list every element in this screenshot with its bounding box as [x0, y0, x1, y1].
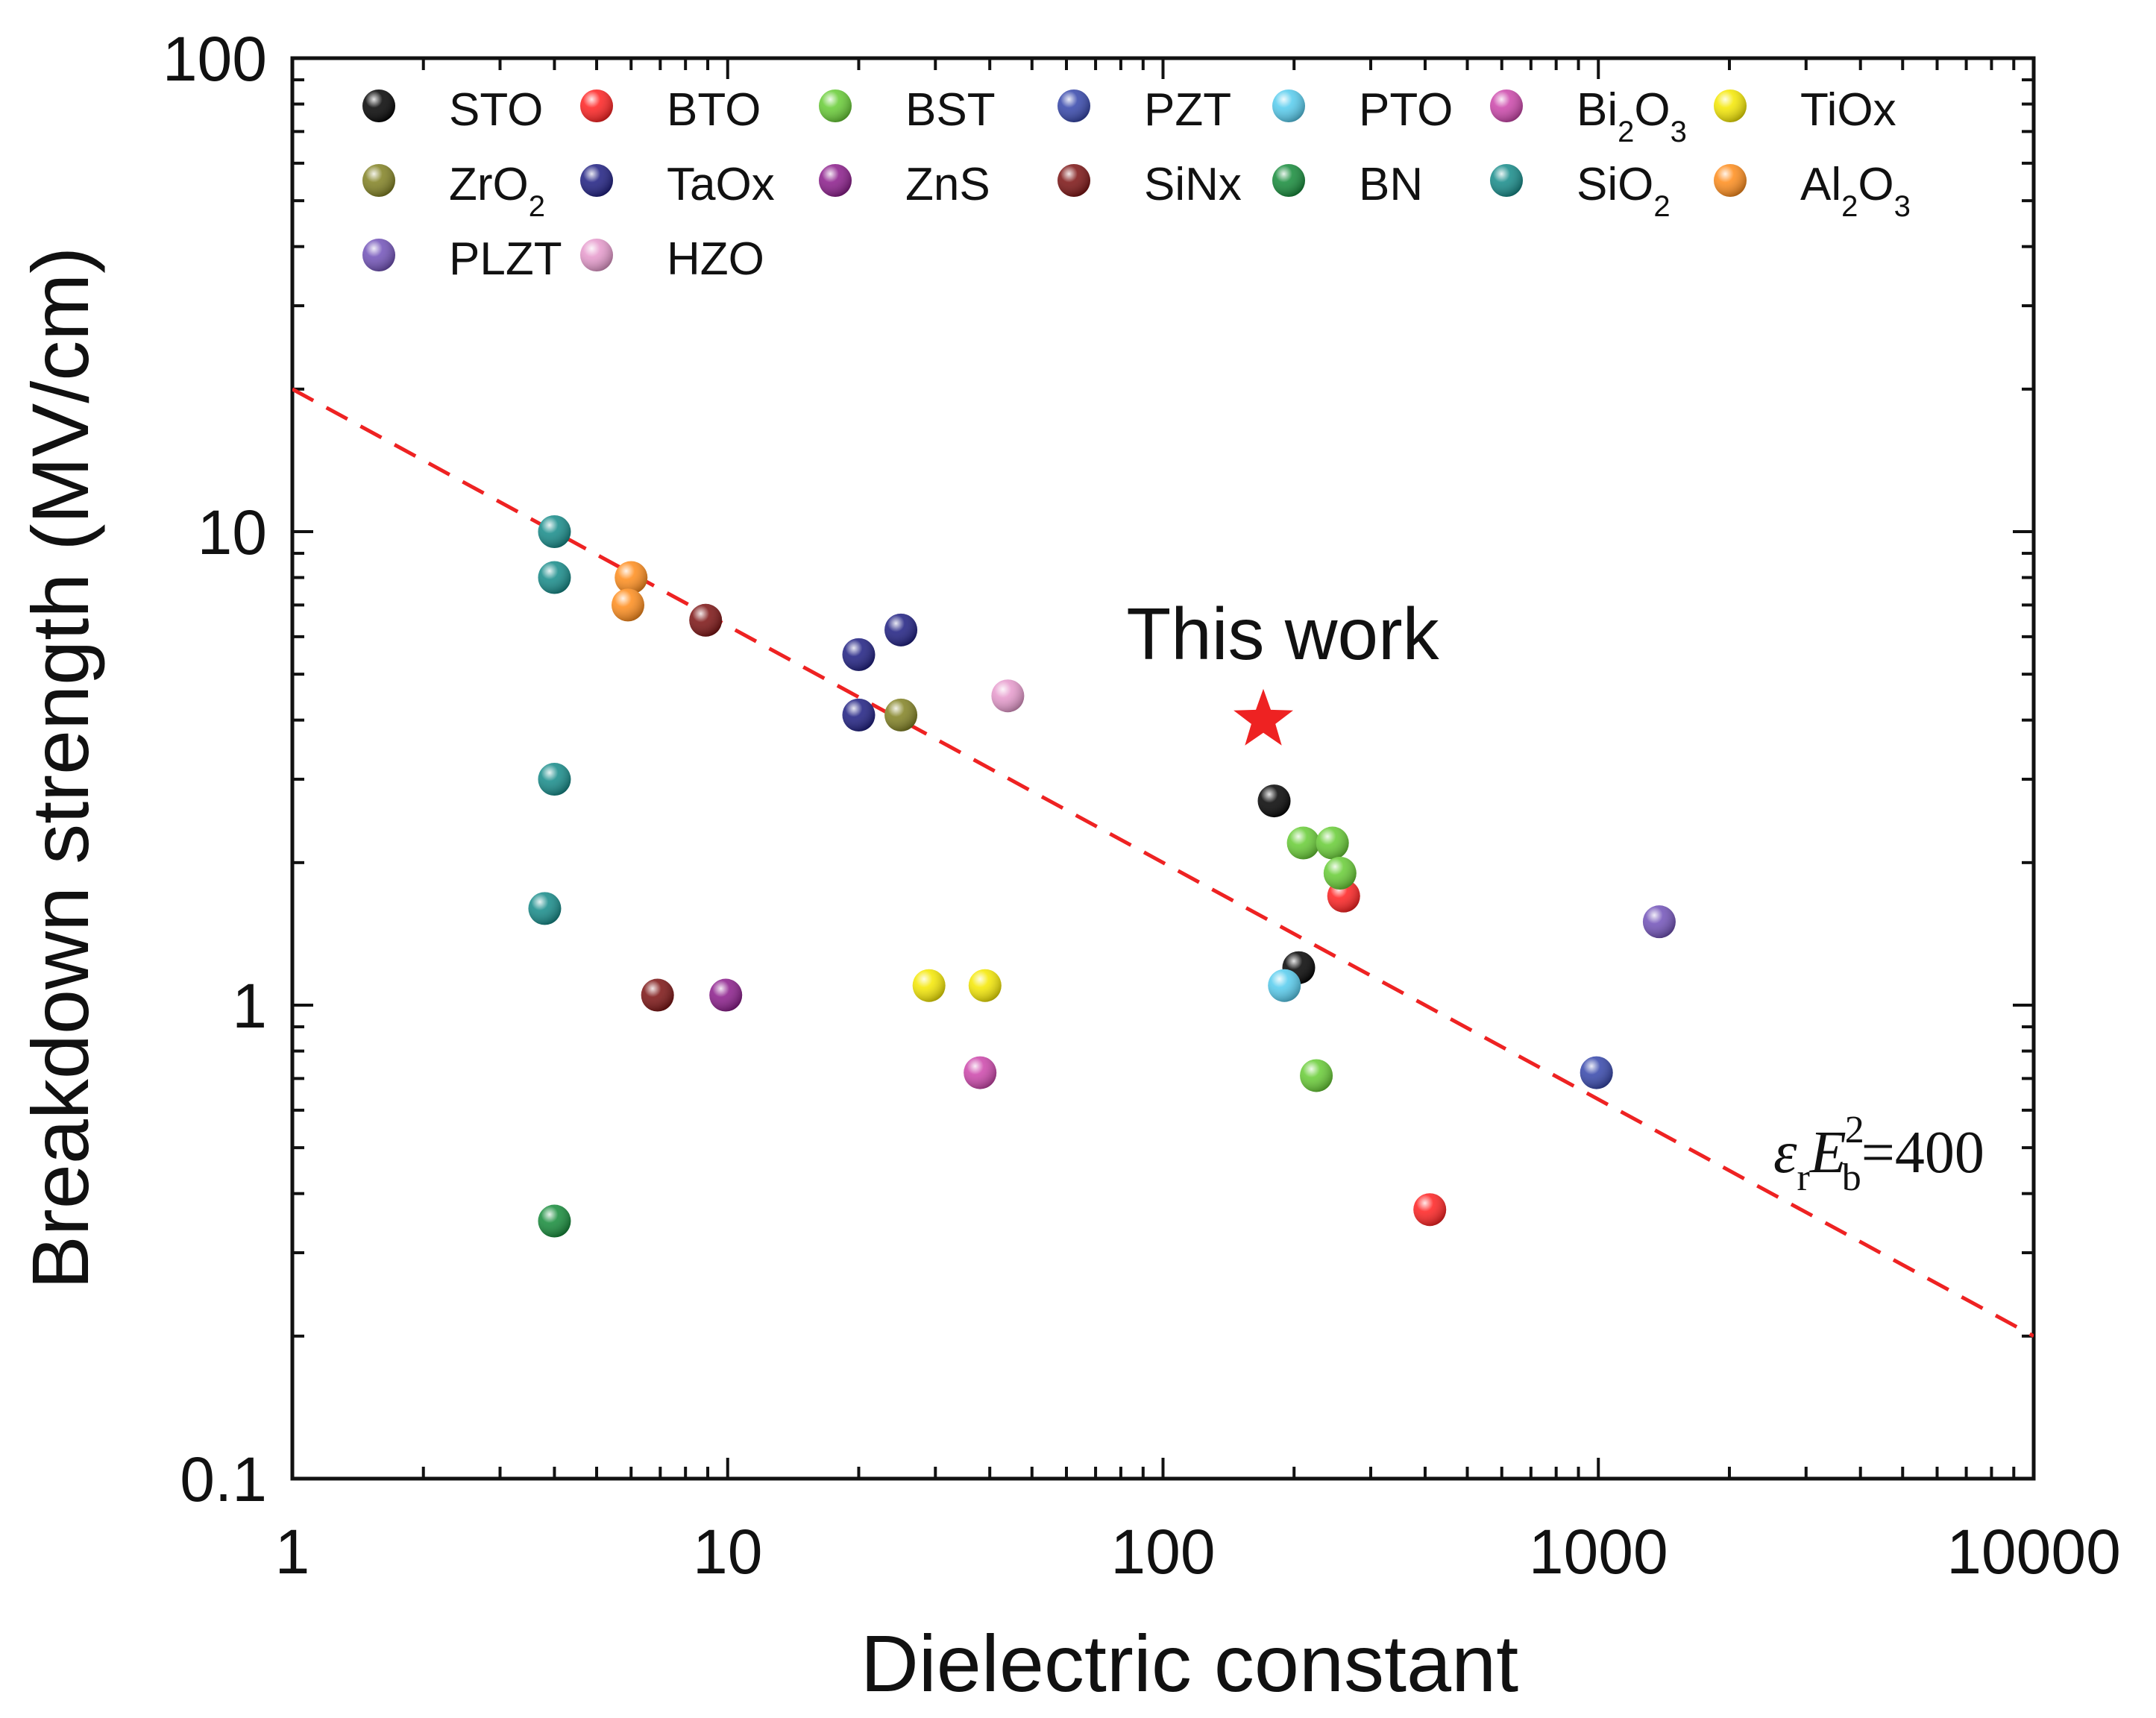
data-point-highlight	[842, 638, 876, 671]
legend-marker-highlight	[1272, 89, 1305, 122]
y-tick-labels: 0.1 1 10 100	[163, 24, 267, 1514]
data-point-highlight	[528, 892, 562, 925]
data-point-highlight	[964, 1056, 997, 1089]
legend-marker-highlight	[1490, 89, 1523, 122]
y-axis-label: Breakdown strength (MV/cm)	[15, 247, 105, 1289]
data-point-highlight	[611, 588, 644, 622]
data-point-highlight	[1323, 856, 1357, 890]
legend-label: Bi2O3	[1577, 84, 1687, 148]
data-point-highlight	[991, 679, 1025, 713]
reference-line	[292, 387, 2034, 1338]
legend-label: TaOx	[667, 159, 775, 210]
data-point-highlight	[538, 515, 571, 548]
data-point-highlight	[1268, 969, 1301, 1002]
legend: STO BTO BST PZT PTO Bi2O3 TiOx ZrO2 TaOx ZnS SiNx B…	[362, 84, 1911, 285]
x-tick-label: 10000	[1946, 1517, 2121, 1587]
data-point-highlight	[538, 1204, 571, 1238]
data-points	[528, 515, 1676, 1238]
legend-marker-highlight	[1057, 164, 1090, 197]
data-point-highlight	[1286, 826, 1320, 860]
data-point-highlight	[884, 613, 918, 646]
data-point-highlight	[641, 978, 674, 1012]
legend-marker-highlight	[580, 89, 613, 122]
data-point-highlight	[689, 603, 723, 637]
data-point-highlight	[884, 698, 918, 731]
axis-ticks	[291, 57, 2035, 1480]
data-point-highlight	[1580, 1056, 1613, 1089]
x-tick-label: 10	[693, 1517, 762, 1587]
y-tick-label: 10	[198, 497, 267, 567]
legend-label: PZT	[1144, 84, 1231, 136]
legend-label: TiOx	[1800, 84, 1896, 136]
legend-label: BN	[1359, 159, 1423, 210]
legend-marker-highlight	[580, 239, 613, 271]
legend-label: PTO	[1359, 84, 1453, 136]
data-point-highlight	[538, 561, 571, 594]
x-tick-labels: 1 10 100 1000 10000	[275, 1517, 2121, 1587]
data-point-highlight	[709, 978, 743, 1012]
legend-label: STO	[449, 84, 543, 136]
legend-marker-highlight	[362, 89, 395, 122]
legend-marker-highlight	[1057, 89, 1090, 122]
this-work-label: This work	[1126, 593, 1439, 675]
legend-label: SiNx	[1144, 159, 1242, 210]
x-tick-label: 1	[275, 1517, 310, 1587]
legend-label: SiO2	[1577, 159, 1671, 223]
y-tick-label: 0.1	[180, 1444, 267, 1514]
data-point-highlight	[842, 698, 876, 731]
legend-label: PLZT	[449, 233, 562, 285]
x-tick-label: 100	[1110, 1517, 1215, 1587]
data-point-highlight	[912, 969, 946, 1002]
legend-label: ZrO2	[449, 159, 545, 223]
this-work-star	[1233, 688, 1293, 746]
legend-label: Al2O3	[1800, 159, 1911, 223]
data-point-highlight	[1257, 784, 1291, 818]
legend-marker-highlight	[362, 239, 395, 271]
legend-label: BTO	[667, 84, 761, 136]
y-tick-label: 100	[163, 24, 267, 94]
data-point-highlight	[1642, 905, 1676, 939]
x-axis-label: Dielectric constant	[861, 1618, 1518, 1708]
data-point-highlight	[615, 561, 648, 594]
legend-marker-highlight	[819, 89, 852, 122]
legend-marker-highlight	[580, 164, 613, 197]
legend-label: ZnS	[905, 159, 990, 210]
reference-line-label: εrE2 b=400	[1773, 1109, 1984, 1199]
legend-label: HZO	[667, 233, 764, 285]
legend-marker-highlight	[1490, 164, 1523, 197]
legend-label: BST	[905, 84, 996, 136]
legend-marker-highlight	[1714, 89, 1747, 122]
data-point-highlight	[968, 969, 1002, 1002]
data-point-highlight	[1413, 1193, 1447, 1227]
data-point-highlight	[1316, 826, 1349, 860]
legend-marker-highlight	[819, 164, 852, 197]
data-point-highlight	[1300, 1059, 1333, 1092]
data-point-highlight	[538, 763, 571, 796]
x-tick-label: 1000	[1529, 1517, 1668, 1587]
legend-marker-highlight	[1272, 164, 1305, 197]
legend-marker-highlight	[1714, 164, 1747, 197]
y-tick-label: 1	[232, 971, 267, 1041]
legend-marker-highlight	[362, 164, 395, 197]
